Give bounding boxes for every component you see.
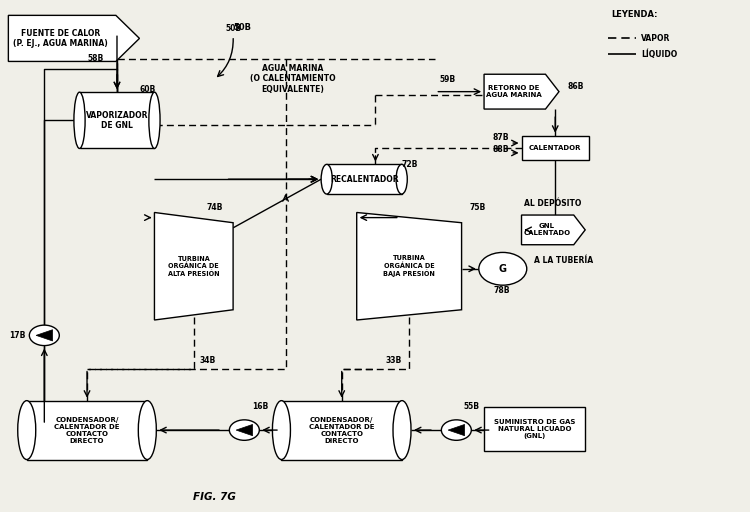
- Text: AL DEPÓSITO: AL DEPÓSITO: [524, 199, 581, 208]
- Text: SUMINISTRO DE GAS
NATURAL LICUADO
(GNL): SUMINISTRO DE GAS NATURAL LICUADO (GNL): [494, 419, 575, 439]
- Text: G: G: [499, 264, 507, 274]
- Text: FUENTE DE CALOR
(P. EJ., AGUA MARINA): FUENTE DE CALOR (P. EJ., AGUA MARINA): [13, 29, 108, 48]
- Text: 72B: 72B: [402, 160, 418, 169]
- Text: 86B: 86B: [568, 81, 584, 91]
- Polygon shape: [236, 424, 253, 436]
- Text: 78B: 78B: [493, 286, 509, 295]
- Ellipse shape: [138, 400, 156, 460]
- Text: TURBINA
ORGÁNICA DE
BAJA PRESIÓN: TURBINA ORGÁNICA DE BAJA PRESIÓN: [383, 255, 435, 278]
- Text: 55B: 55B: [464, 401, 480, 411]
- Text: RECALENTADOR: RECALENTADOR: [330, 175, 398, 184]
- FancyBboxPatch shape: [484, 407, 585, 451]
- Text: 87B: 87B: [492, 133, 508, 142]
- Ellipse shape: [321, 164, 332, 194]
- Text: RETORNO DE
AGUA MARINA: RETORNO DE AGUA MARINA: [486, 85, 542, 98]
- Ellipse shape: [74, 92, 85, 148]
- Text: 75B: 75B: [469, 203, 485, 212]
- Ellipse shape: [18, 400, 36, 460]
- Text: CONDENSADOR/
CALENTADOR DE
CONTACTO
DIRECTO: CONDENSADOR/ CALENTADOR DE CONTACTO DIRE…: [54, 417, 120, 443]
- Polygon shape: [484, 74, 559, 109]
- Text: 50B: 50B: [226, 24, 242, 33]
- Text: 88B: 88B: [492, 145, 508, 154]
- Text: 33B: 33B: [386, 356, 401, 366]
- Ellipse shape: [393, 400, 411, 460]
- Polygon shape: [448, 424, 464, 436]
- Polygon shape: [8, 15, 140, 61]
- Bar: [80, 92, 154, 148]
- Polygon shape: [357, 212, 461, 320]
- Ellipse shape: [396, 164, 407, 194]
- Polygon shape: [36, 330, 52, 341]
- Circle shape: [29, 325, 59, 346]
- Text: VAPORIZADOR
DE GNL: VAPORIZADOR DE GNL: [86, 111, 148, 130]
- Ellipse shape: [272, 400, 290, 460]
- Bar: [327, 164, 402, 194]
- Text: 50B: 50B: [233, 23, 251, 32]
- Text: LEYENDA:: LEYENDA:: [611, 10, 658, 19]
- Polygon shape: [154, 212, 233, 320]
- Text: GNL
CALENTADO: GNL CALENTADO: [524, 223, 571, 237]
- Text: 74B: 74B: [207, 203, 224, 212]
- FancyBboxPatch shape: [521, 136, 589, 160]
- Bar: [281, 400, 402, 460]
- Text: A LA TUBERÍA: A LA TUBERÍA: [534, 255, 593, 265]
- Bar: [27, 400, 147, 460]
- Text: AGUA MARINA
(O CALENTAMIENTO
EQUIVALENTE): AGUA MARINA (O CALENTAMIENTO EQUIVALENTE…: [251, 64, 336, 94]
- Text: 58B: 58B: [87, 54, 104, 63]
- Text: 34B: 34B: [200, 356, 216, 366]
- Text: LÍQUIDO: LÍQUIDO: [641, 49, 678, 58]
- Circle shape: [230, 420, 260, 440]
- Circle shape: [441, 420, 471, 440]
- Text: 60B: 60B: [140, 85, 156, 94]
- Text: FIG. 7G: FIG. 7G: [193, 492, 236, 502]
- Text: 59B: 59B: [439, 75, 455, 84]
- Ellipse shape: [148, 92, 160, 148]
- Text: 17B: 17B: [9, 331, 26, 340]
- Text: 16B: 16B: [252, 401, 268, 411]
- Polygon shape: [521, 215, 585, 245]
- Text: CONDENSADOR/
CALENTADOR DE
CONTACTO
DIRECTO: CONDENSADOR/ CALENTADOR DE CONTACTO DIRE…: [309, 417, 374, 443]
- Text: TURBINA
ORGÁNICA DE
ALTA PRESIÓN: TURBINA ORGÁNICA DE ALTA PRESIÓN: [168, 255, 220, 277]
- Circle shape: [478, 252, 526, 285]
- Text: CALENTADOR: CALENTADOR: [529, 145, 581, 151]
- Text: VAPOR: VAPOR: [641, 34, 670, 43]
